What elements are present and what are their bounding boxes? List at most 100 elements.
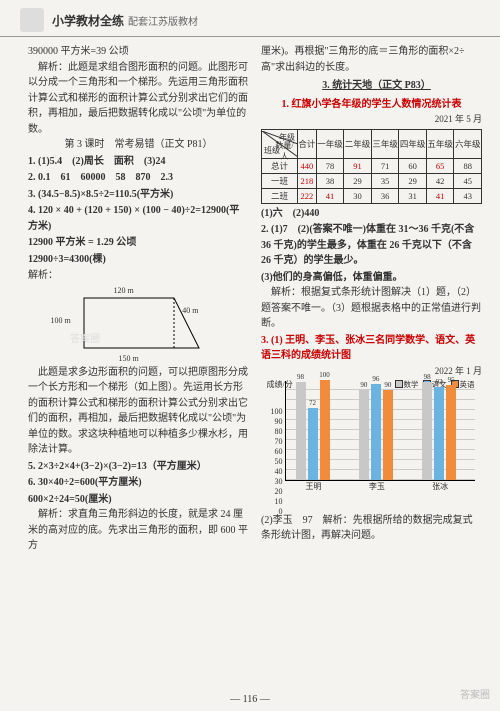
answer-item: 5. 2×3÷2×4+(3−2)×(3−2)=13（平方厘米）	[28, 459, 249, 475]
bar-value: 98	[295, 373, 307, 381]
answer-item: 12900 平方米 = 1.29 公顷	[28, 235, 249, 251]
y-tick: 50	[267, 457, 283, 466]
col-header: 二年级	[344, 129, 372, 158]
section-heading: 3. 统计天地（正文 P83）	[261, 78, 482, 94]
answer-item: 解析：	[28, 268, 249, 284]
bar-value: 93	[433, 378, 445, 386]
y-tick: 100	[267, 407, 283, 416]
col-header: 五年级	[426, 129, 454, 158]
continuation-text: 厘米)。再根据"三角形的底＝三角形的面积×2÷高"求出斜边的长度。	[261, 44, 482, 75]
answer-item: 6. 30×40÷2=600(平方厘米)	[28, 475, 249, 491]
cell: 42	[426, 173, 454, 188]
bar	[296, 382, 306, 480]
bar-value: 90	[358, 381, 370, 389]
cell: 41	[316, 188, 344, 203]
left-column: 390000 平方米=39 公顷 解析：此题是求组合图形面积的问题。此图形可以分…	[28, 43, 249, 554]
answer-item: 2. (1)7 (2)(答案不唯一)体重在 31～36 千克(不含 36 千克)…	[261, 222, 482, 269]
logo-icon	[20, 8, 44, 32]
y-tick: 10	[267, 497, 283, 506]
trapezoid-svg	[69, 288, 209, 358]
answer-item: (3)他们的身高偏低，体重偏重。	[261, 270, 482, 286]
cell: 36	[371, 188, 399, 203]
bar	[371, 384, 381, 480]
bar	[422, 382, 432, 480]
x-tick: 张冰	[420, 481, 460, 492]
col-header: 合计	[298, 129, 317, 158]
bar-value: 98	[421, 373, 433, 381]
answer-item: (2)李玉 97 解析：先根据所给的数据完成复式条形统计图，再解决问题。	[261, 513, 482, 544]
right-column: 厘米)。再根据"三角形的底＝三角形的面积×2÷高"求出斜边的长度。 3. 统计天…	[261, 43, 482, 554]
content-columns: 390000 平方米=39 公顷 解析：此题是求组合图形面积的问题。此图形可以分…	[0, 37, 500, 554]
col-header: 四年级	[399, 129, 427, 158]
row-header: 二班	[262, 188, 298, 203]
table-row: 二班 222 41 30 36 31 41 43	[262, 188, 482, 203]
cell: 71	[371, 158, 399, 173]
cell: 60	[399, 158, 427, 173]
x-tick: 李玉	[357, 481, 397, 492]
bar-value: 96	[370, 375, 382, 383]
table-date: 2021 年 5 月	[261, 113, 482, 127]
cell: 35	[371, 173, 399, 188]
header-title: 小学教材全练	[52, 12, 124, 29]
explanation-text: 此题是求多边形面积的问题，可以把原图形分成一个长方形和一个梯形（如上图）。先运用…	[28, 365, 249, 458]
page-number: — 116 —	[0, 694, 500, 705]
y-tick: 90	[267, 417, 283, 426]
cell: 45	[454, 173, 482, 188]
col-header: 三年级	[371, 129, 399, 158]
cell: 38	[316, 173, 344, 188]
answer-item: (1)六 (2)440	[261, 206, 482, 222]
explanation-text: 解析：此题是求组合图形面积的问题。此图形可以分成一个三角形和一个梯形。先运用三角…	[28, 60, 249, 138]
page-header: 小学教材全练 配套江苏版教材	[0, 0, 500, 37]
diagonal-header: 年级 数量/人 班级	[262, 129, 298, 158]
bar	[434, 387, 444, 480]
cell: 30	[344, 188, 372, 203]
row-header: 一班	[262, 173, 298, 188]
answer-item: 1. (1)5.4 (2)周长 面积 (3)24	[28, 154, 249, 170]
bar-value: 95	[445, 376, 457, 384]
cell: 88	[454, 158, 482, 173]
y-tick: 30	[267, 477, 283, 486]
answer-item: 4. 120 × 40 + (120 + 150) × (100 − 40)÷2…	[28, 203, 249, 234]
col-header: 一年级	[316, 129, 344, 158]
cell: 41	[426, 188, 454, 203]
explanation-text: 解析：求直角三角形斜边的长度，就是求 24 厘米的高对应的底。先求出三角形的面积…	[28, 507, 249, 554]
y-tick: 70	[267, 437, 283, 446]
bar	[308, 408, 318, 480]
cell: 78	[316, 158, 344, 173]
chart-plot: 9872100王明909690李玉989395张冰	[285, 381, 475, 481]
fig-label-bottom: 150 m	[119, 354, 139, 363]
fig-label-left: 100 m	[51, 316, 71, 325]
x-tick: 王明	[294, 481, 334, 492]
bar-chart: 数学 语文 英语 成绩/分 9872100王明909690李玉989395张冰 …	[267, 381, 477, 511]
table-row: 一班 218 38 29 35 29 42 45	[262, 173, 482, 188]
bar	[320, 380, 330, 480]
cell: 65	[426, 158, 454, 173]
cell: 222	[298, 188, 317, 203]
table-title: 1. 红旗小学各年级的学生人数情况统计表	[261, 97, 482, 113]
bar	[359, 390, 369, 480]
bar-value: 90	[382, 381, 394, 389]
fig-label-right: 40 m	[182, 306, 198, 315]
cell: 43	[454, 188, 482, 203]
bar-value: 72	[307, 399, 319, 407]
answer-item: 3. (34.5−8.5)×8.5÷2=110.5(平方米)	[28, 187, 249, 203]
watermark: 答案圈	[460, 686, 490, 701]
y-tick: 0	[267, 507, 283, 516]
bar-value: 100	[319, 371, 331, 379]
watermark: 答案圈	[70, 330, 100, 345]
cell: 29	[344, 173, 372, 188]
lesson-heading: 第 3 课时 常考易错（正文 P81）	[28, 137, 249, 153]
cell: 440	[298, 158, 317, 173]
text-line: 390000 平方米=39 公顷	[28, 44, 249, 60]
statistics-table: 年级 数量/人 班级 合计 一年级 二年级 三年级 四年级 五年级 六年级 总计…	[261, 129, 482, 204]
fig-label-top: 120 m	[114, 286, 134, 295]
chart-title: 3. (1) 王明、李玉、张冰三名同学数学、语文、英语三科的成绩统计图	[261, 333, 482, 364]
y-tick: 60	[267, 447, 283, 456]
y-tick: 20	[267, 487, 283, 496]
answer-item: 600×2÷24=50(厘米)	[28, 492, 249, 508]
trapezoid-figure: 120 m 40 m 100 m 150 m	[69, 288, 209, 361]
cell: 91	[344, 158, 372, 173]
table-row: 年级 数量/人 班级 合计 一年级 二年级 三年级 四年级 五年级 六年级	[262, 129, 482, 158]
explanation-text: 解析：根据复式条形统计图解决（1）题，（2）题答案不唯一。（3）题根据表格中的正…	[261, 285, 482, 332]
cell: 218	[298, 173, 317, 188]
